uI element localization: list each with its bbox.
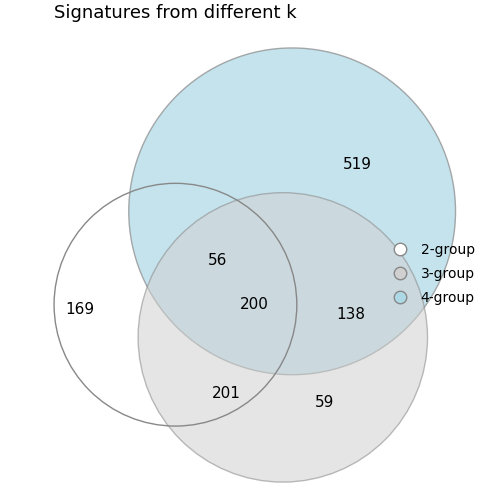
Text: 519: 519 bbox=[343, 157, 372, 172]
Circle shape bbox=[129, 48, 456, 375]
Text: 169: 169 bbox=[66, 302, 95, 317]
Text: 200: 200 bbox=[240, 297, 269, 312]
Text: 59: 59 bbox=[315, 395, 335, 410]
Text: 138: 138 bbox=[337, 306, 365, 322]
Legend: 2-group, 3-group, 4-group: 2-group, 3-group, 4-group bbox=[381, 238, 480, 310]
Circle shape bbox=[138, 193, 427, 482]
Text: Signatures from different k: Signatures from different k bbox=[54, 4, 297, 22]
Text: 201: 201 bbox=[212, 386, 241, 401]
Text: 56: 56 bbox=[208, 254, 227, 268]
